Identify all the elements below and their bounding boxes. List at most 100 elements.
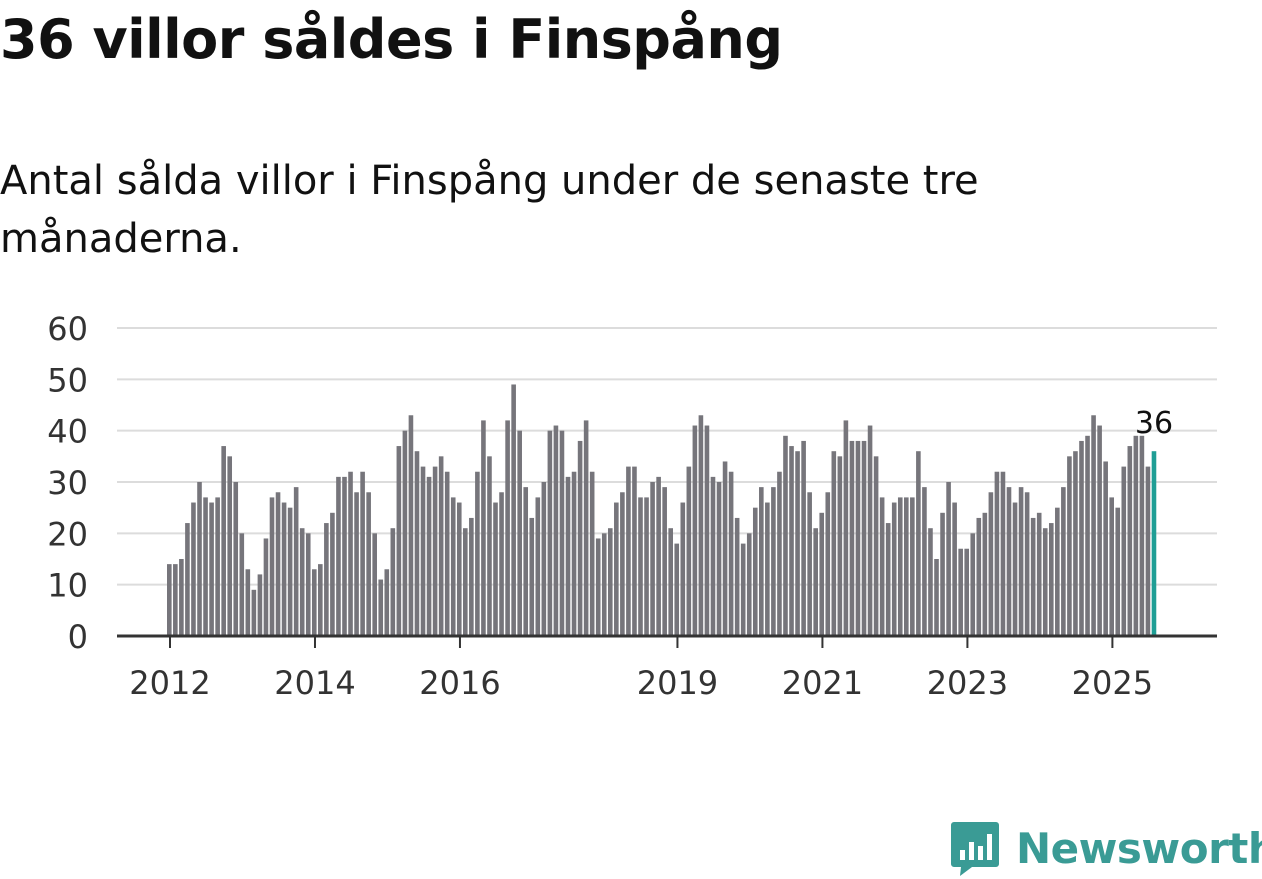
bar bbox=[372, 533, 377, 636]
bar bbox=[408, 415, 414, 636]
bar bbox=[173, 564, 178, 636]
bar bbox=[396, 446, 402, 636]
bar bbox=[765, 502, 770, 636]
bar bbox=[529, 517, 535, 636]
bar bbox=[354, 492, 359, 636]
bar bbox=[952, 502, 957, 636]
bar bbox=[994, 471, 1000, 636]
bar bbox=[209, 502, 214, 636]
y-tick-label: 0 bbox=[68, 618, 88, 656]
bar bbox=[191, 502, 196, 636]
x-tick-label: 2021 bbox=[782, 664, 863, 702]
bar bbox=[1012, 502, 1018, 636]
bar bbox=[650, 482, 655, 636]
bar bbox=[1115, 507, 1121, 636]
latest-value-label: 36 bbox=[1135, 406, 1173, 441]
bar bbox=[970, 533, 976, 636]
chart-subtitle: Antal sålda villor i Finspång under de s… bbox=[0, 158, 979, 262]
x-tick-label: 2023 bbox=[927, 664, 1008, 702]
bar bbox=[589, 471, 595, 636]
bar bbox=[728, 471, 734, 636]
bar bbox=[487, 456, 492, 636]
bar bbox=[1042, 528, 1048, 636]
bar bbox=[1055, 507, 1060, 636]
bar bbox=[922, 487, 927, 636]
bar bbox=[614, 502, 619, 636]
bar bbox=[378, 579, 384, 636]
bar bbox=[964, 548, 970, 636]
bars bbox=[167, 384, 1157, 636]
bar bbox=[813, 528, 818, 636]
brand-name: Newsworthy bbox=[1016, 823, 1262, 873]
bar bbox=[1067, 456, 1072, 636]
bar bbox=[746, 533, 752, 636]
bar bbox=[481, 420, 486, 636]
bar bbox=[342, 476, 347, 636]
bar bbox=[541, 482, 547, 636]
bar bbox=[233, 482, 239, 636]
bar bbox=[215, 497, 220, 636]
bar bbox=[251, 589, 257, 636]
bar bbox=[499, 492, 504, 636]
bar bbox=[360, 471, 365, 636]
bar bbox=[438, 456, 444, 636]
bar bbox=[1133, 435, 1139, 636]
bar bbox=[662, 487, 667, 636]
bar bbox=[759, 487, 764, 636]
x-tick-label: 2016 bbox=[419, 664, 500, 702]
bar bbox=[1006, 487, 1012, 636]
bar bbox=[1103, 461, 1108, 636]
bar bbox=[366, 492, 371, 636]
bar bbox=[885, 523, 891, 636]
bar bbox=[330, 512, 335, 636]
bar bbox=[626, 466, 631, 636]
bar-latest bbox=[1151, 451, 1157, 636]
bar bbox=[450, 497, 456, 636]
bar bbox=[414, 451, 420, 636]
chart-title: 36 villor såldes i Finspång bbox=[0, 8, 783, 71]
bar bbox=[1030, 517, 1036, 636]
bar bbox=[263, 538, 269, 636]
bar bbox=[638, 497, 643, 636]
bar bbox=[1085, 435, 1090, 636]
bar bbox=[1073, 451, 1078, 636]
bar bbox=[571, 471, 577, 636]
bar bbox=[1018, 487, 1024, 636]
bar bbox=[463, 528, 468, 636]
bar bbox=[535, 497, 541, 636]
bar bbox=[873, 456, 879, 636]
bar bbox=[1127, 446, 1133, 636]
bar bbox=[348, 471, 353, 636]
bar bbox=[179, 559, 184, 636]
bar bbox=[1000, 471, 1006, 636]
bar bbox=[891, 502, 897, 636]
bar bbox=[946, 482, 951, 636]
bar bbox=[795, 451, 800, 636]
bar bbox=[1036, 512, 1042, 636]
bar bbox=[318, 564, 323, 636]
y-tick-label: 10 bbox=[47, 567, 88, 605]
bar bbox=[553, 425, 559, 636]
bar bbox=[305, 533, 311, 636]
x-tick-label: 2025 bbox=[1072, 664, 1153, 702]
bar bbox=[559, 430, 565, 636]
bar bbox=[390, 528, 396, 636]
bar bbox=[523, 487, 529, 636]
bar bbox=[879, 497, 885, 636]
bar bbox=[904, 497, 909, 636]
bar bbox=[517, 430, 522, 636]
bar bbox=[1109, 497, 1114, 636]
bar bbox=[801, 440, 806, 636]
bar bbox=[783, 435, 788, 636]
bar bbox=[704, 425, 710, 636]
bar bbox=[475, 471, 480, 636]
bar bbox=[843, 420, 849, 636]
bar bbox=[324, 523, 329, 636]
bar bbox=[511, 384, 516, 636]
bar bbox=[934, 559, 939, 636]
bar bbox=[940, 512, 945, 636]
bar bbox=[287, 507, 293, 636]
bar bbox=[819, 512, 825, 636]
y-tick-label: 60 bbox=[47, 310, 88, 348]
